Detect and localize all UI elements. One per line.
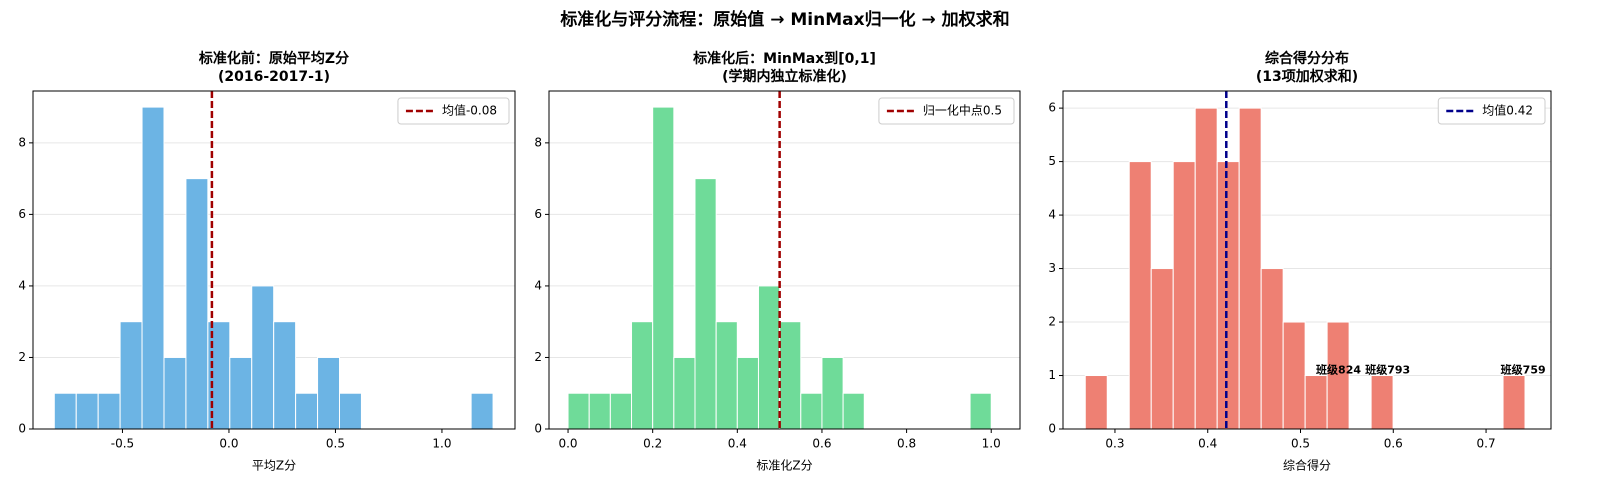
histogram-bar: [75, 392, 99, 430]
histogram-bar: [119, 321, 143, 430]
histogram-bar: [969, 392, 992, 430]
histogram-bar: [694, 178, 717, 430]
histogram-bar: [1238, 107, 1262, 430]
histogram-bar: [673, 356, 696, 430]
histogram-bar: [1172, 161, 1196, 430]
histogram-bar: [821, 356, 844, 430]
x-tick-label: -0.5: [111, 437, 134, 451]
legend-box: [397, 97, 510, 125]
histogram-bar: [317, 356, 340, 430]
plot-frame: [1062, 90, 1552, 430]
y-tick-label: 3: [1048, 261, 1056, 275]
histogram-bar: [631, 321, 654, 430]
legend-label: 均值-0.08: [442, 103, 497, 118]
y-tick-label: 0: [18, 422, 26, 436]
x-tick-label: 0.3: [1105, 437, 1124, 451]
x-tick-label: 0.0: [219, 437, 238, 451]
legend: 归一化中点0.5: [878, 97, 1015, 125]
chart-subtitle: (13项加权求和): [1256, 68, 1358, 85]
histogram-bar: [609, 392, 633, 430]
x-tick-label: 0.0: [558, 437, 577, 451]
y-tick-label: 6: [534, 207, 542, 221]
x-tick-label: 1.0: [982, 437, 1001, 451]
histogram-bar: [736, 356, 759, 430]
chart-subtitle: (学期内独立标准化): [722, 68, 847, 85]
y-tick-label: 4: [534, 278, 542, 292]
x-tick-label: 0.6: [812, 437, 831, 451]
histogram-bar: [338, 392, 362, 430]
histogram-bar: [470, 392, 494, 430]
histogram-bar: [1370, 375, 1394, 430]
chart-title: 标准化后：MinMax到[0,1]: [692, 50, 876, 67]
y-tick-label: 8: [18, 135, 26, 149]
x-tick-label: 0.8: [897, 437, 916, 451]
histogram-bar: [567, 392, 590, 430]
y-tick-label: 2: [534, 350, 542, 364]
histogram-bar: [1282, 321, 1306, 430]
y-tick-label: 4: [18, 278, 26, 292]
histogram-bar: [1150, 268, 1174, 430]
x-tick-label: 1.0: [432, 437, 451, 451]
histogram-bar: [715, 321, 738, 430]
legend-box: [1437, 97, 1546, 125]
x-tick-label: 0.2: [643, 437, 662, 451]
histogram-bar: [757, 285, 781, 430]
x-axis-label: 综合得分: [1283, 458, 1331, 473]
y-tick-label: 2: [1048, 315, 1056, 329]
legend: 均值-0.08: [397, 97, 510, 125]
x-tick-label: 0.4: [1198, 437, 1217, 451]
x-tick-label: 0.7: [1477, 437, 1496, 451]
histogram-bar: [229, 356, 253, 430]
y-tick-label: 4: [1048, 208, 1056, 222]
y-tick-label: 6: [1048, 101, 1056, 115]
x-tick-label: 0.4: [728, 437, 747, 451]
annotation: 班级759: [1501, 363, 1546, 377]
chart-title: 标准化前：原始平均Z分: [198, 50, 349, 67]
histogram-bar: [588, 392, 611, 430]
legend-label: 归一化中点0.5: [923, 103, 1002, 118]
suptitle: 标准化与评分流程：原始值 → MinMax归一化 → 加权求和: [560, 9, 1009, 30]
annotation: 班级824: [1316, 363, 1361, 377]
legend-box: [878, 97, 1015, 125]
histogram-bar: [53, 392, 77, 430]
y-tick-label: 0: [1048, 422, 1056, 436]
y-tick-label: 1: [1048, 368, 1056, 382]
x-axis-label: 平均Z分: [252, 459, 296, 473]
histogram-bar: [1128, 161, 1152, 430]
histogram-bar: [1194, 107, 1218, 430]
x-tick-label: 0.5: [326, 437, 345, 451]
histogram-bar: [141, 106, 165, 430]
histogram-bar: [800, 392, 823, 430]
histogram-bar: [185, 178, 209, 430]
legend-label: 均值0.42: [1482, 103, 1533, 118]
histogram-bar: [1216, 161, 1240, 430]
histogram-bar: [273, 321, 297, 430]
histogram-bar: [652, 106, 675, 430]
x-tick-label: 0.6: [1384, 437, 1403, 451]
chart-subtitle: (2016-2017-1): [218, 69, 330, 85]
y-tick-label: 5: [1048, 154, 1056, 168]
histogram-bar: [295, 392, 319, 430]
histogram-bar: [1502, 375, 1526, 430]
legend: 均值0.42: [1437, 97, 1546, 125]
annotation: 班级793: [1365, 363, 1410, 377]
histogram-bar: [251, 285, 275, 430]
plot-frame: [548, 90, 1021, 430]
histogram-bar: [1260, 268, 1284, 430]
y-tick-label: 0: [534, 422, 542, 436]
y-tick-label: 6: [18, 207, 26, 221]
histogram-bar: [1304, 375, 1328, 430]
x-tick-label: 0.5: [1291, 437, 1310, 451]
histogram-bar: [1084, 375, 1108, 430]
histogram-bar: [842, 392, 865, 430]
x-axis-label: 标准化Z分: [756, 459, 812, 473]
plot-frame: [32, 90, 516, 430]
histogram-bar: [163, 356, 187, 430]
histogram-bar: [779, 321, 802, 430]
y-tick-label: 8: [534, 135, 542, 149]
histogram-bar: [97, 392, 121, 430]
chart-title: 综合得分分布: [1265, 50, 1349, 67]
y-tick-label: 2: [18, 350, 26, 364]
